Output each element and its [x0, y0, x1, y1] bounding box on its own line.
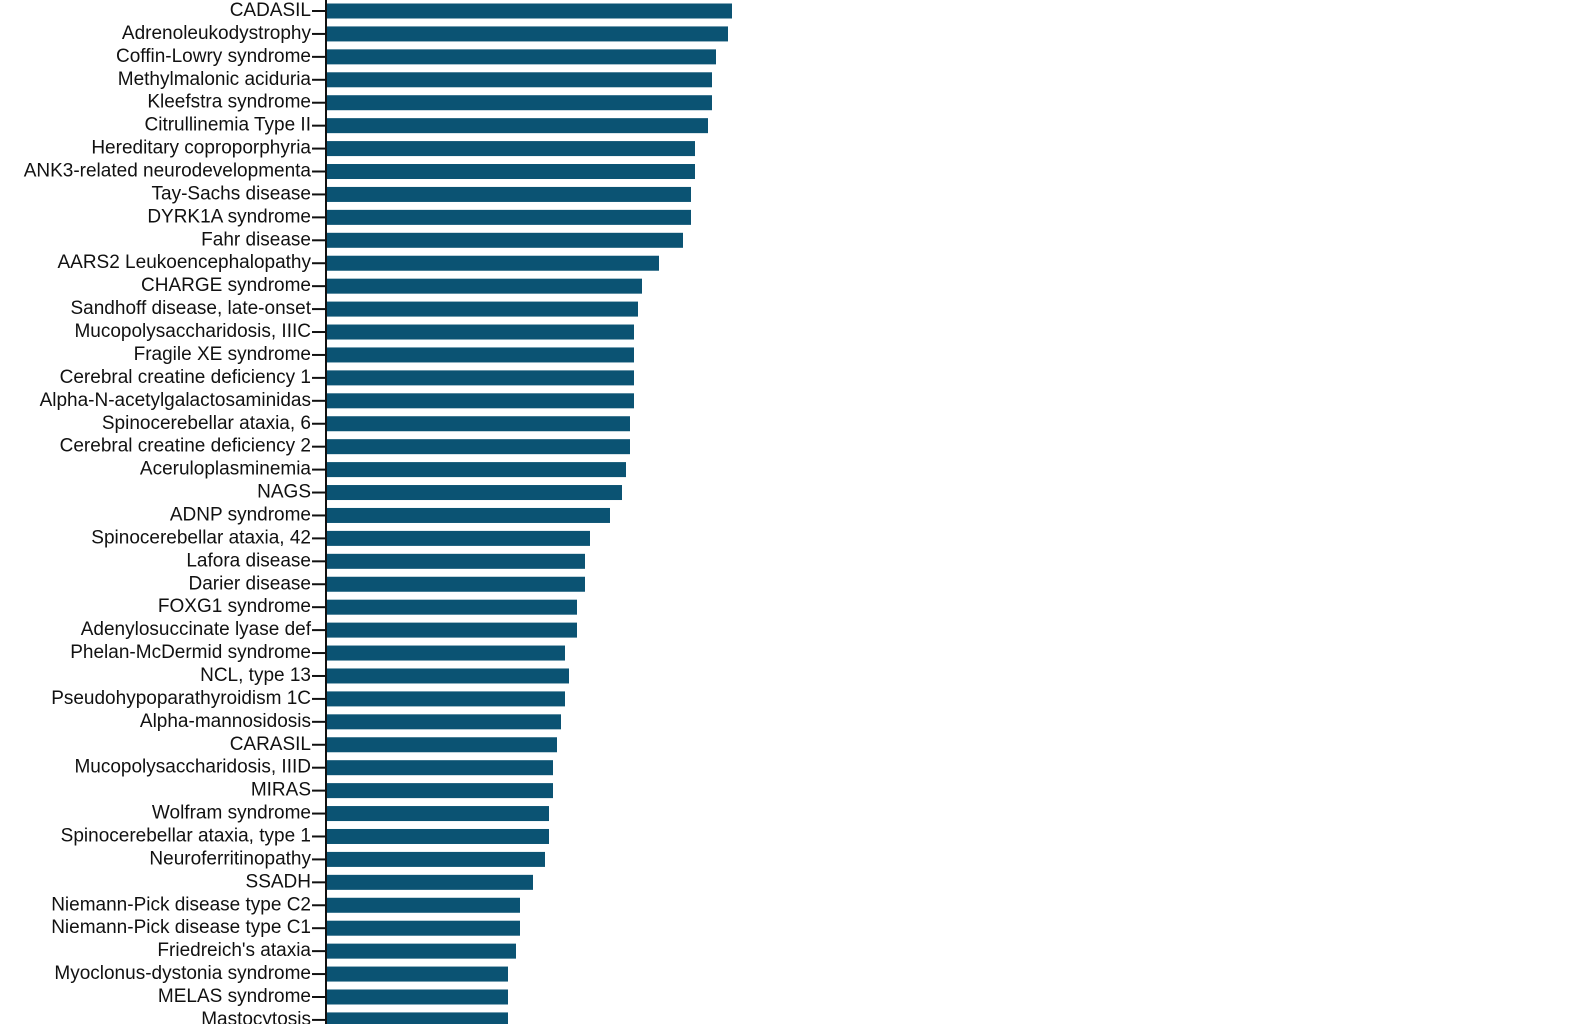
y-tick-label: Neuroferritinopathy — [149, 848, 311, 869]
bar — [326, 737, 557, 753]
bar — [326, 622, 577, 638]
y-tick-label: CHARGE syndrome — [141, 275, 311, 296]
y-tick-label: Phelan-McDermid syndrome — [70, 642, 311, 663]
y-tick-label: Alpha-N-acetylgalactosaminidas — [40, 390, 311, 411]
bar — [326, 576, 585, 592]
y-tick-label: Aceruloplasminemia — [140, 459, 312, 480]
bar — [326, 553, 585, 569]
bar — [326, 806, 549, 822]
y-tick-label: ADNP syndrome — [170, 504, 311, 525]
y-tick-label: Citrullinemia Type II — [145, 115, 312, 136]
y-tick-label: Adenylosuccinate lyase def — [81, 619, 312, 640]
bar — [326, 95, 712, 111]
bar — [326, 3, 732, 19]
bar — [326, 645, 565, 661]
y-tick-label: Fahr disease — [201, 229, 311, 250]
bar — [326, 1012, 508, 1024]
bar — [326, 920, 520, 936]
y-tick-label: Spinocerebellar ataxia, type 1 — [61, 825, 311, 846]
bar — [326, 118, 708, 134]
y-tick-label: DYRK1A syndrome — [147, 206, 311, 227]
bar — [326, 897, 520, 913]
bar — [326, 828, 549, 844]
bar — [326, 232, 683, 248]
y-tick-label: CARASIL — [230, 734, 311, 755]
y-tick-label: MELAS syndrome — [158, 986, 311, 1007]
bar — [326, 530, 590, 546]
y-tick-label: Adrenoleukodystrophy — [122, 23, 312, 44]
y-tick-label: Pseudohypoparathyroidism 1C — [51, 688, 311, 709]
y-tick-label: Mucopolysaccharidosis, IIIC — [74, 321, 311, 342]
bar — [326, 714, 561, 730]
bar — [326, 278, 642, 294]
bar — [326, 760, 553, 776]
bar — [326, 966, 508, 982]
bar — [326, 347, 634, 363]
y-tick-label: MIRAS — [251, 780, 311, 801]
y-tick-label: Friedreich's ataxia — [157, 940, 311, 961]
y-tick-label: Coffin-Lowry syndrome — [116, 46, 311, 67]
bar — [326, 485, 622, 501]
y-tick-label: Spinocerebellar ataxia, 6 — [102, 413, 311, 434]
y-tick-label: FOXG1 syndrome — [158, 596, 311, 617]
y-tick-label: Mastocytosis — [201, 1009, 311, 1024]
y-tick-label: Tay-Sachs disease — [152, 183, 311, 204]
y-tick-label: CADASIL — [230, 0, 311, 21]
bar — [326, 416, 630, 432]
bar — [326, 393, 634, 409]
bar — [326, 783, 553, 799]
bar — [326, 439, 630, 455]
y-tick-label: AARS2 Leukoencephalopathy — [57, 252, 311, 273]
y-tick-label: Sandhoff disease, late-onset — [71, 298, 312, 319]
y-tick-label: Lafora disease — [186, 550, 311, 571]
y-tick-label: Methylmalonic aciduria — [118, 69, 312, 90]
bar — [326, 874, 533, 890]
bar — [326, 164, 695, 180]
y-tick-label: Myoclonus-dystonia syndrome — [54, 963, 311, 984]
bar — [326, 141, 695, 157]
bar — [326, 49, 716, 65]
y-tick-label: Darier disease — [189, 573, 312, 594]
bar — [326, 72, 712, 88]
y-tick-label: Kleefstra syndrome — [147, 92, 311, 113]
bar — [326, 209, 691, 225]
bar — [326, 462, 626, 478]
y-tick-label: Niemann-Pick disease type C1 — [51, 917, 311, 938]
y-tick-label: Spinocerebellar ataxia, 42 — [91, 527, 311, 548]
bar — [326, 668, 569, 684]
bar — [326, 989, 508, 1005]
y-tick-label: Mucopolysaccharidosis, IIID — [74, 757, 311, 778]
bar — [326, 301, 638, 317]
bar — [326, 370, 634, 386]
y-tick-label: Cerebral creatine deficiency 2 — [60, 436, 311, 457]
bar — [326, 943, 516, 959]
y-tick-label: NAGS — [257, 482, 311, 503]
y-tick-label: ANK3-related neurodevelopmenta — [24, 161, 312, 182]
y-tick-label: NCL, type 13 — [200, 665, 311, 686]
y-tick-label: Fragile XE syndrome — [134, 344, 311, 365]
bar — [326, 255, 659, 271]
bar — [326, 324, 634, 340]
bar — [326, 691, 565, 707]
y-tick-label: Cerebral creatine deficiency 1 — [60, 367, 311, 388]
y-tick-label: Wolfram syndrome — [152, 803, 311, 824]
bar — [326, 507, 610, 523]
bar — [326, 26, 728, 42]
bar — [326, 851, 545, 867]
y-tick-label: SSADH — [246, 871, 311, 892]
bar — [326, 186, 691, 202]
y-tick-label: Alpha-mannosidosis — [140, 711, 311, 732]
y-tick-label: Hereditary coproporphyria — [91, 138, 311, 159]
y-tick-label: Niemann-Pick disease type C2 — [51, 894, 311, 915]
bar — [326, 599, 577, 615]
